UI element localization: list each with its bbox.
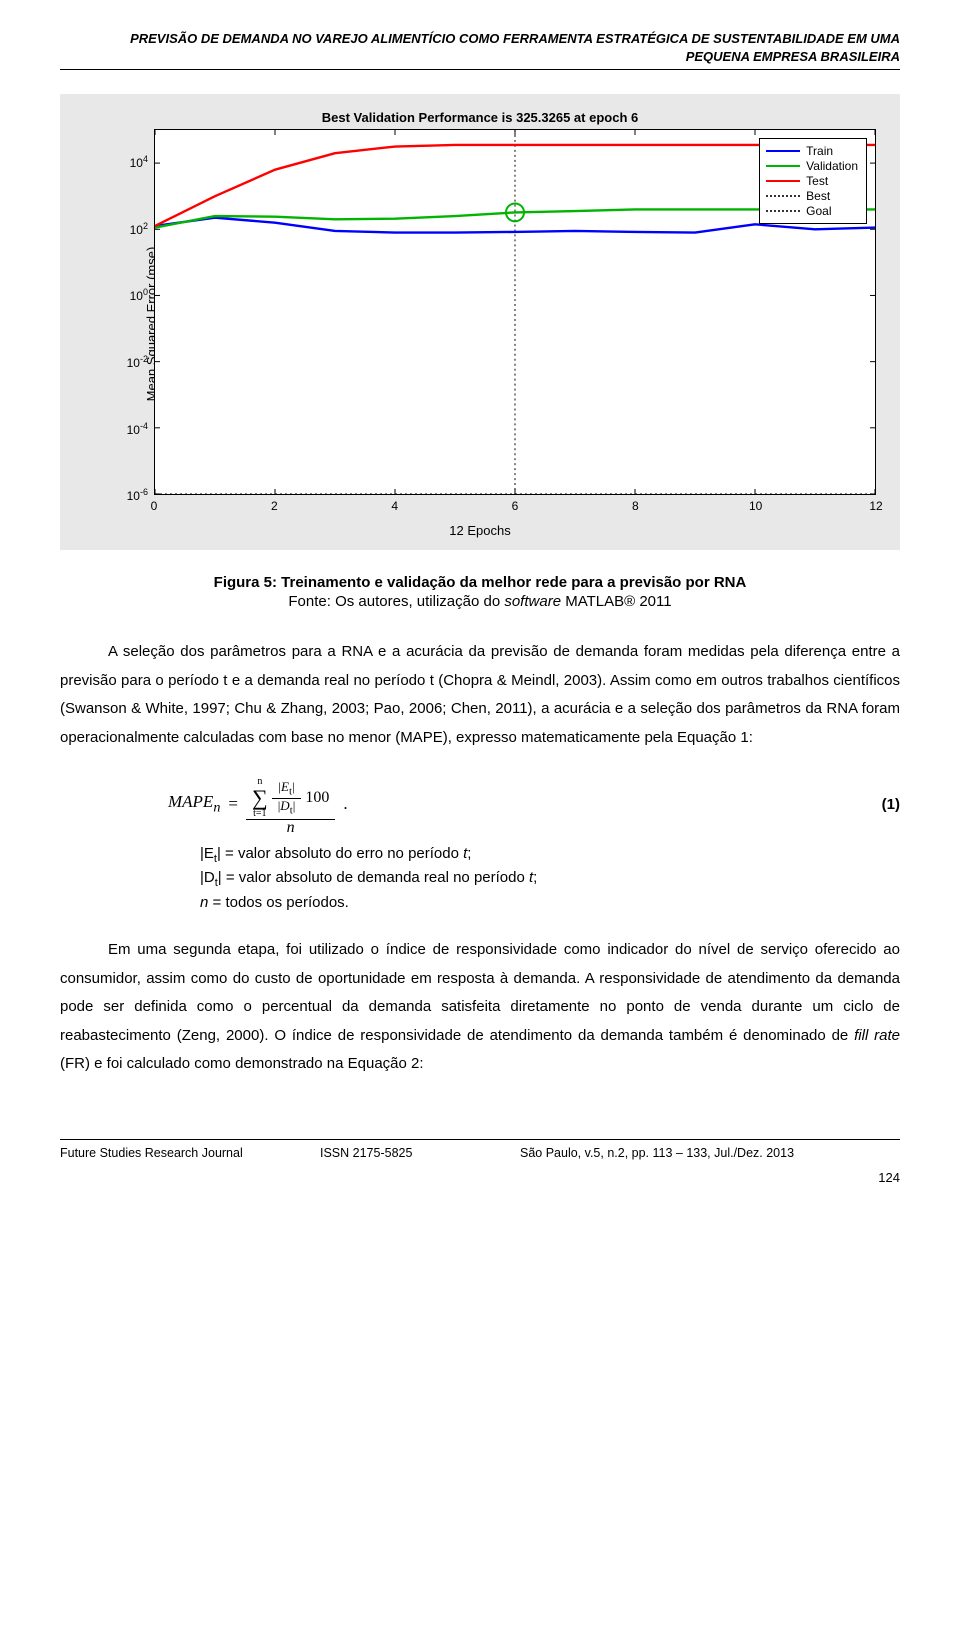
xtick-label: 0 (151, 499, 158, 513)
x-axis-ticks: 024681012 (154, 497, 876, 519)
eq-outer-den: n (281, 820, 301, 837)
page: PREVISÃO DE DEMANDA NO VAREJO ALIMENTÍCI… (60, 0, 900, 1225)
ytick-label: 104 (130, 154, 148, 170)
ytick-label: 102 (130, 221, 148, 237)
ytick-label: 100 (130, 287, 148, 303)
eq-inner-num-sub: t (289, 785, 292, 797)
equation-1-number: (1) (348, 796, 900, 813)
chart-legend: TrainValidationTestBestGoal (759, 138, 867, 224)
legend-swatch (766, 180, 800, 182)
eq-inner-den-sub: t (290, 804, 293, 816)
legend-item: Test (766, 174, 858, 188)
where-line-2: |Dt| = valor absoluto de demanda real no… (200, 867, 900, 892)
legend-label: Goal (806, 204, 831, 218)
ytick-label: 10-4 (127, 421, 148, 437)
legend-label: Train (806, 144, 833, 158)
legend-swatch (766, 165, 800, 167)
equation-1-formula: MAPEn = n ∑ t=1 |Et| |Dt| 100 (168, 772, 348, 837)
where-line-3: n = todos os períodos. (200, 892, 900, 915)
matlab-chart-figure: Best Validation Performance is 325.3265 … (60, 94, 900, 550)
eq-lhs: MAPE (168, 792, 213, 811)
header-line2: PEQUENA EMPRESA BRASILEIRA (686, 49, 900, 64)
where-line-1: |Et| = valor absoluto do erro no período… (200, 843, 900, 868)
paragraph-1: A seleção dos parâmetros para a RNA e a … (60, 638, 900, 752)
equation-1: MAPEn = n ∑ t=1 |Et| |Dt| 100 (60, 772, 900, 837)
eq-lhs-sub: n (213, 800, 220, 816)
eq-times100: 100 (305, 790, 329, 807)
y-axis-ticks: 10-610-410-2100102104 (114, 129, 152, 495)
plot-box: TrainValidationTestBestGoal (154, 129, 876, 495)
legend-swatch (766, 210, 800, 212)
legend-label: Best (806, 189, 830, 203)
figure-source-software: software (504, 593, 561, 610)
legend-swatch (766, 195, 800, 197)
paragraph-2: Em uma segunda etapa, foi utilizado o ín… (60, 936, 900, 1079)
footer-issue: São Paulo, v.5, n.2, pp. 113 – 133, Jul.… (520, 1146, 900, 1160)
xtick-label: 6 (512, 499, 519, 513)
xtick-label: 10 (749, 499, 762, 513)
xtick-label: 12 (869, 499, 882, 513)
footer: Future Studies Research Journal ISSN 217… (60, 1139, 900, 1185)
ytick-label: 10-2 (127, 354, 148, 370)
xtick-label: 4 (391, 499, 398, 513)
legend-item: Train (766, 144, 858, 158)
figure-source-suffix: MATLAB® 2011 (561, 593, 672, 610)
legend-item: Goal (766, 204, 858, 218)
header-line1: PREVISÃO DE DEMANDA NO VAREJO ALIMENTÍCI… (130, 31, 900, 46)
legend-label: Test (806, 174, 828, 188)
eq-inner-den: D (280, 798, 289, 813)
chart-title: Best Validation Performance is 325.3265 … (74, 110, 886, 125)
footer-line: Future Studies Research Journal ISSN 217… (60, 1146, 900, 1160)
eq-equals: = (228, 794, 238, 814)
footer-issn: ISSN 2175-5825 (320, 1146, 520, 1160)
xtick-label: 8 (632, 499, 639, 513)
page-number: 124 (60, 1170, 900, 1185)
footer-journal: Future Studies Research Journal (60, 1146, 320, 1160)
xtick-label: 2 (271, 499, 278, 513)
running-header: PREVISÃO DE DEMANDA NO VAREJO ALIMENTÍCI… (60, 30, 900, 70)
figure-caption: Figura 5: Treinamento e validação da mel… (60, 574, 900, 591)
eq-sum-lower: t=1 (253, 809, 266, 819)
figure-source: Fonte: Os autores, utilização do softwar… (60, 593, 900, 610)
equation-1-where: |Et| = valor absoluto do erro no período… (200, 843, 900, 915)
legend-swatch (766, 150, 800, 152)
legend-item: Best (766, 189, 858, 203)
figure-source-prefix: Fonte: Os autores, utilização do (288, 593, 504, 610)
paragraph-2-tail: (FR) e foi calculado como demonstrado na… (60, 1055, 424, 1072)
chart-xlabel: 12 Epochs (74, 523, 886, 538)
paragraph-2-italic: fill rate (854, 1027, 900, 1044)
legend-label: Validation (806, 159, 858, 173)
legend-item: Validation (766, 159, 858, 173)
eq-inner-num: E (281, 779, 289, 794)
paragraph-2-main: Em uma segunda etapa, foi utilizado o ín… (60, 941, 900, 1044)
chart-area: Mean Squared Error (mse) 10-610-410-2100… (74, 129, 886, 519)
ytick-label: 10-6 (127, 487, 148, 503)
